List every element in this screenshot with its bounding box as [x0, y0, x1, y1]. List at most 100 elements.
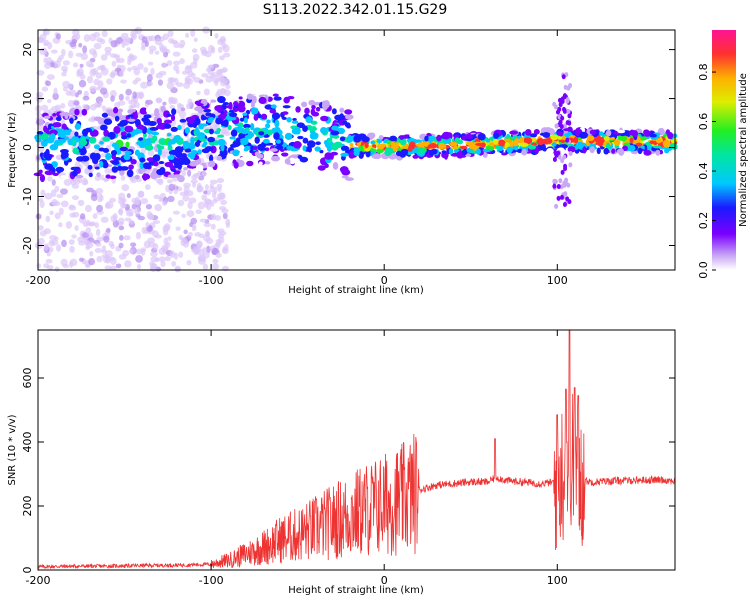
spectrogram-noise-cell	[204, 199, 213, 206]
snr-y-ticks: 0 200 400 600	[21, 368, 675, 574]
snr-x-ticks: -200 -100 0 100	[26, 330, 568, 587]
spectrogram-noise-cell	[154, 203, 162, 212]
spectrogram-cell	[240, 129, 248, 135]
spectrogram-cell	[530, 133, 538, 138]
spectrogram-cell	[87, 110, 93, 117]
spectrogram-cell	[234, 142, 239, 148]
spectrogram-cell	[55, 166, 65, 173]
spectrogram-cell	[244, 134, 253, 140]
spectrogram-cell	[134, 149, 140, 157]
spectrogram-cell	[182, 143, 188, 150]
spectrogram-noise-cell	[221, 67, 228, 73]
spectrogram-noise-cell	[46, 74, 55, 81]
spectrogram-noise-cell	[171, 260, 177, 267]
spectrogram-cell	[637, 147, 643, 155]
spectrogram-noise-cell	[134, 207, 140, 216]
spectrogram-noise-cell	[72, 28, 80, 36]
spectrogram-cell	[87, 164, 93, 170]
spectrogram-cell	[204, 146, 214, 152]
spectrogram-cell	[506, 146, 513, 154]
spectrogram-noise-cell	[96, 255, 103, 263]
spectrogram-noise-cell	[203, 88, 210, 96]
spectrogram-noise-cell	[166, 179, 173, 184]
spectrogram-cell	[92, 156, 99, 165]
spectrogram-cell	[493, 132, 499, 139]
spectrogram-cell	[40, 139, 48, 147]
spectrogram-cell	[586, 135, 595, 142]
spectrogram-noise-cell	[211, 263, 220, 271]
spectrogram-noise-cell	[85, 204, 92, 213]
spectrogram-cell	[311, 104, 316, 110]
spectrogram-noise-cell	[221, 127, 230, 135]
spectrogram-noise-cell	[95, 242, 102, 247]
spectrogram-noise-cell	[178, 251, 184, 258]
spectrogram-noise-cell	[39, 200, 45, 209]
spectrogram-noise-cell	[61, 239, 67, 248]
spectrogram-cell	[99, 160, 104, 168]
spectrogram-noise-cell	[91, 68, 99, 75]
spectrogram-cell	[249, 149, 254, 154]
spectrogram-noise-cell	[187, 201, 193, 210]
spectrogram-cell	[330, 130, 340, 136]
spectrogram-cell	[164, 119, 173, 124]
spectrogram-noise-cell	[39, 230, 47, 237]
spectrogram-cell	[88, 136, 97, 144]
spectrogram-noise-cell	[167, 195, 175, 203]
spectrogram-noise-cell	[54, 185, 60, 192]
spectrogram-noise-cell	[106, 227, 111, 233]
spectrogram-noise-cell	[141, 36, 148, 44]
spectrogram-cell	[156, 117, 162, 125]
spectrogram-noise-cell	[133, 101, 140, 109]
spectrogram-noise-cell	[100, 54, 108, 61]
figure-title: S113.2022.342.01.15.G29	[263, 2, 448, 18]
spectrogram-cell	[412, 154, 419, 159]
spectrogram-noise-cell	[144, 184, 151, 190]
spectrogram-noise-cell	[45, 80, 52, 87]
spectrogram-spike-cell	[557, 154, 562, 160]
spectrogram-cell	[258, 161, 263, 166]
spectrogram-spike-cell	[552, 183, 557, 189]
spectrogram-noise-cell	[131, 197, 138, 204]
spectrogram-noise-cell	[81, 232, 89, 238]
spectrogram-noise-cell	[117, 100, 126, 106]
colorbar-tick-label: 0.2	[697, 212, 710, 230]
spectrogram-noise-cell	[162, 200, 167, 206]
spectrogram-noise-cell	[99, 64, 105, 71]
colorbar-tick-label: 0.4	[697, 162, 710, 180]
spectrogram-cell	[597, 141, 604, 147]
spectrogram-cell	[52, 121, 62, 128]
spectrogram-cell	[266, 119, 271, 124]
spectrogram-cell	[232, 149, 240, 157]
spectrogram-x-tick-label: -200	[26, 274, 51, 287]
spectrogram-noise-cell	[147, 81, 153, 87]
spectrogram-noise-cell	[36, 263, 42, 269]
spectrogram-cell	[345, 177, 354, 181]
spectrogram-noise-cell	[185, 32, 190, 38]
spectrogram-noise-cell	[140, 81, 149, 89]
spectrogram-cell	[141, 173, 151, 180]
spectrogram-noise-cell	[128, 99, 133, 105]
spectrogram-noise-cell	[193, 37, 198, 42]
spectrogram-cell	[639, 136, 647, 141]
spectrogram-noise-cell	[77, 199, 85, 207]
spectrogram-noise-cell	[119, 234, 124, 241]
spectrogram-cell	[291, 120, 299, 124]
spectrogram-noise-cell	[217, 68, 223, 75]
spectrogram-cell	[400, 139, 406, 146]
spectrogram-noise-cell	[222, 246, 227, 253]
spectrogram-noise-cell	[48, 108, 55, 115]
spectrogram-noise-cell	[125, 88, 132, 96]
spectrogram-cell	[551, 142, 557, 147]
spectrogram-spike-cell	[568, 162, 573, 168]
spectrogram-noise-cell	[135, 254, 143, 263]
spectrogram-noise-cell	[167, 236, 172, 241]
spectrogram-noise-cell	[104, 202, 111, 209]
spectrogram-noise-cell	[162, 101, 167, 106]
spectrogram-cell	[238, 132, 246, 140]
spectrogram-cell	[340, 152, 349, 157]
spectrogram-noise-cell	[171, 97, 178, 105]
spectrogram-noise-cell	[55, 155, 63, 160]
spectrogram-cell	[250, 107, 259, 115]
spectrogram-cell	[258, 143, 267, 148]
spectrogram-cell	[194, 106, 203, 112]
